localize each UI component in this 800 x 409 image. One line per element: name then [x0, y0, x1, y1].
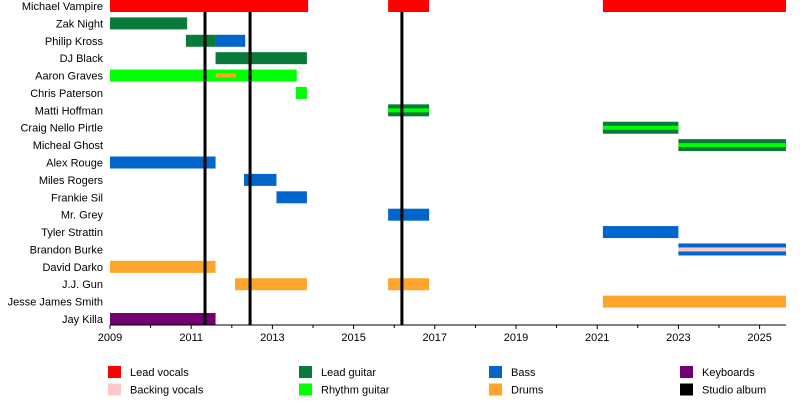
x-tick-label: 2011: [179, 332, 203, 344]
member-label: Jesse James Smith: [8, 297, 103, 309]
x-tick-label: 2025: [747, 332, 771, 344]
bar-bass: [110, 156, 216, 169]
bar-bass: [243, 173, 277, 186]
bar-stripe-rhythm-guitar: [678, 143, 786, 148]
bar-stripe-rhythm-guitar: [602, 125, 679, 130]
legend-swatch-backing-vocals: [108, 383, 121, 396]
legend-swatch-studio-album: [680, 383, 693, 396]
legend-label-bass: Bass: [511, 367, 536, 379]
bar-drums: [235, 278, 307, 291]
member-label: Alex Rouge: [46, 158, 103, 170]
member-label: David Darko: [42, 262, 103, 274]
bar-bass: [602, 226, 679, 239]
member-label: Philip Kross: [45, 36, 104, 48]
studio-album-lines: [203, 12, 404, 325]
bar-drums: [602, 295, 786, 308]
legend-label-drums: Drums: [511, 385, 544, 397]
bar-lead-guitar: [185, 34, 216, 47]
member-label: DJ Black: [60, 53, 104, 65]
x-tick-label: 2017: [423, 332, 447, 344]
bar-lead-guitar: [110, 17, 188, 30]
member-labels: Michael Vampire Zak Night Philip Kross DJ B…: [8, 1, 104, 326]
bar-lead-guitar: [215, 52, 307, 65]
x-axis: 2009 2011 2013 2015 2017 2019 2021 2023 2025: [98, 324, 786, 344]
legend-label-lead-guitar: Lead guitar: [321, 367, 376, 379]
x-tick-label: 2019: [504, 332, 528, 344]
bar-lead-vocals: [602, 0, 786, 12]
member-label: Micheal Ghost: [33, 140, 103, 152]
bar-bass: [215, 34, 246, 47]
bar-bass: [388, 208, 430, 221]
legend-label-lead-vocals: Lead vocals: [130, 367, 189, 379]
legend-swatch-lead-guitar: [299, 366, 312, 378]
member-label: Michael Vampire: [22, 1, 103, 13]
legend-label-keyboards: Keyboards: [702, 367, 755, 379]
legend-swatch-rhythm-guitar: [299, 383, 312, 396]
bar-lead-vocals: [110, 0, 309, 12]
member-label: Aaron Graves: [35, 71, 103, 83]
x-tick-label: 2015: [341, 332, 365, 344]
member-bars: [110, 0, 786, 326]
legend-label-studio-album: Studio album: [702, 385, 766, 397]
member-label: Matti Hoffman: [35, 105, 103, 117]
member-label: J.J. Gun: [62, 279, 103, 291]
bar-stripe-rhythm-guitar: [388, 108, 430, 113]
legend-label-rhythm-guitar: Rhythm guitar: [321, 385, 390, 397]
member-label: Miles Rogers: [39, 175, 104, 187]
member-label: Chris Paterson: [30, 88, 103, 100]
bar-drums: [388, 278, 430, 291]
member-label: Craig Nello Pirtle: [20, 123, 103, 135]
member-label: Tyler Strattin: [41, 227, 103, 239]
bar-stripe-drums: [215, 73, 236, 78]
legend-swatch-keyboards: [680, 366, 693, 378]
bar-rhythm-guitar: [110, 69, 297, 82]
bar-rhythm-guitar: [295, 86, 307, 99]
x-tick-label: 2023: [666, 332, 690, 344]
bar-stripe-backing-vocals: [678, 247, 786, 252]
x-tick-label: 2009: [98, 332, 122, 344]
legend: Lead vocals Backing vocals Lead guitar Rhyt…: [108, 366, 766, 397]
bar-lead-vocals: [388, 0, 430, 12]
bar-keyboards: [110, 313, 216, 326]
bar-drums: [110, 260, 216, 273]
x-tick-label: 2013: [260, 332, 284, 344]
x-tick-label: 2021: [585, 332, 609, 344]
legend-label-backing-vocals: Backing vocals: [130, 385, 204, 397]
member-label: Brandon Burke: [30, 244, 103, 256]
legend-swatch-lead-vocals: [108, 366, 121, 378]
member-label: Frankie Sil: [51, 192, 103, 204]
bar-bass: [276, 191, 307, 204]
legend-swatch-drums: [489, 383, 502, 396]
legend-swatch-bass: [489, 366, 502, 378]
member-label: Zak Night: [56, 18, 103, 30]
member-label: Jay Killa: [62, 314, 104, 326]
member-label: Mr. Grey: [61, 210, 104, 222]
